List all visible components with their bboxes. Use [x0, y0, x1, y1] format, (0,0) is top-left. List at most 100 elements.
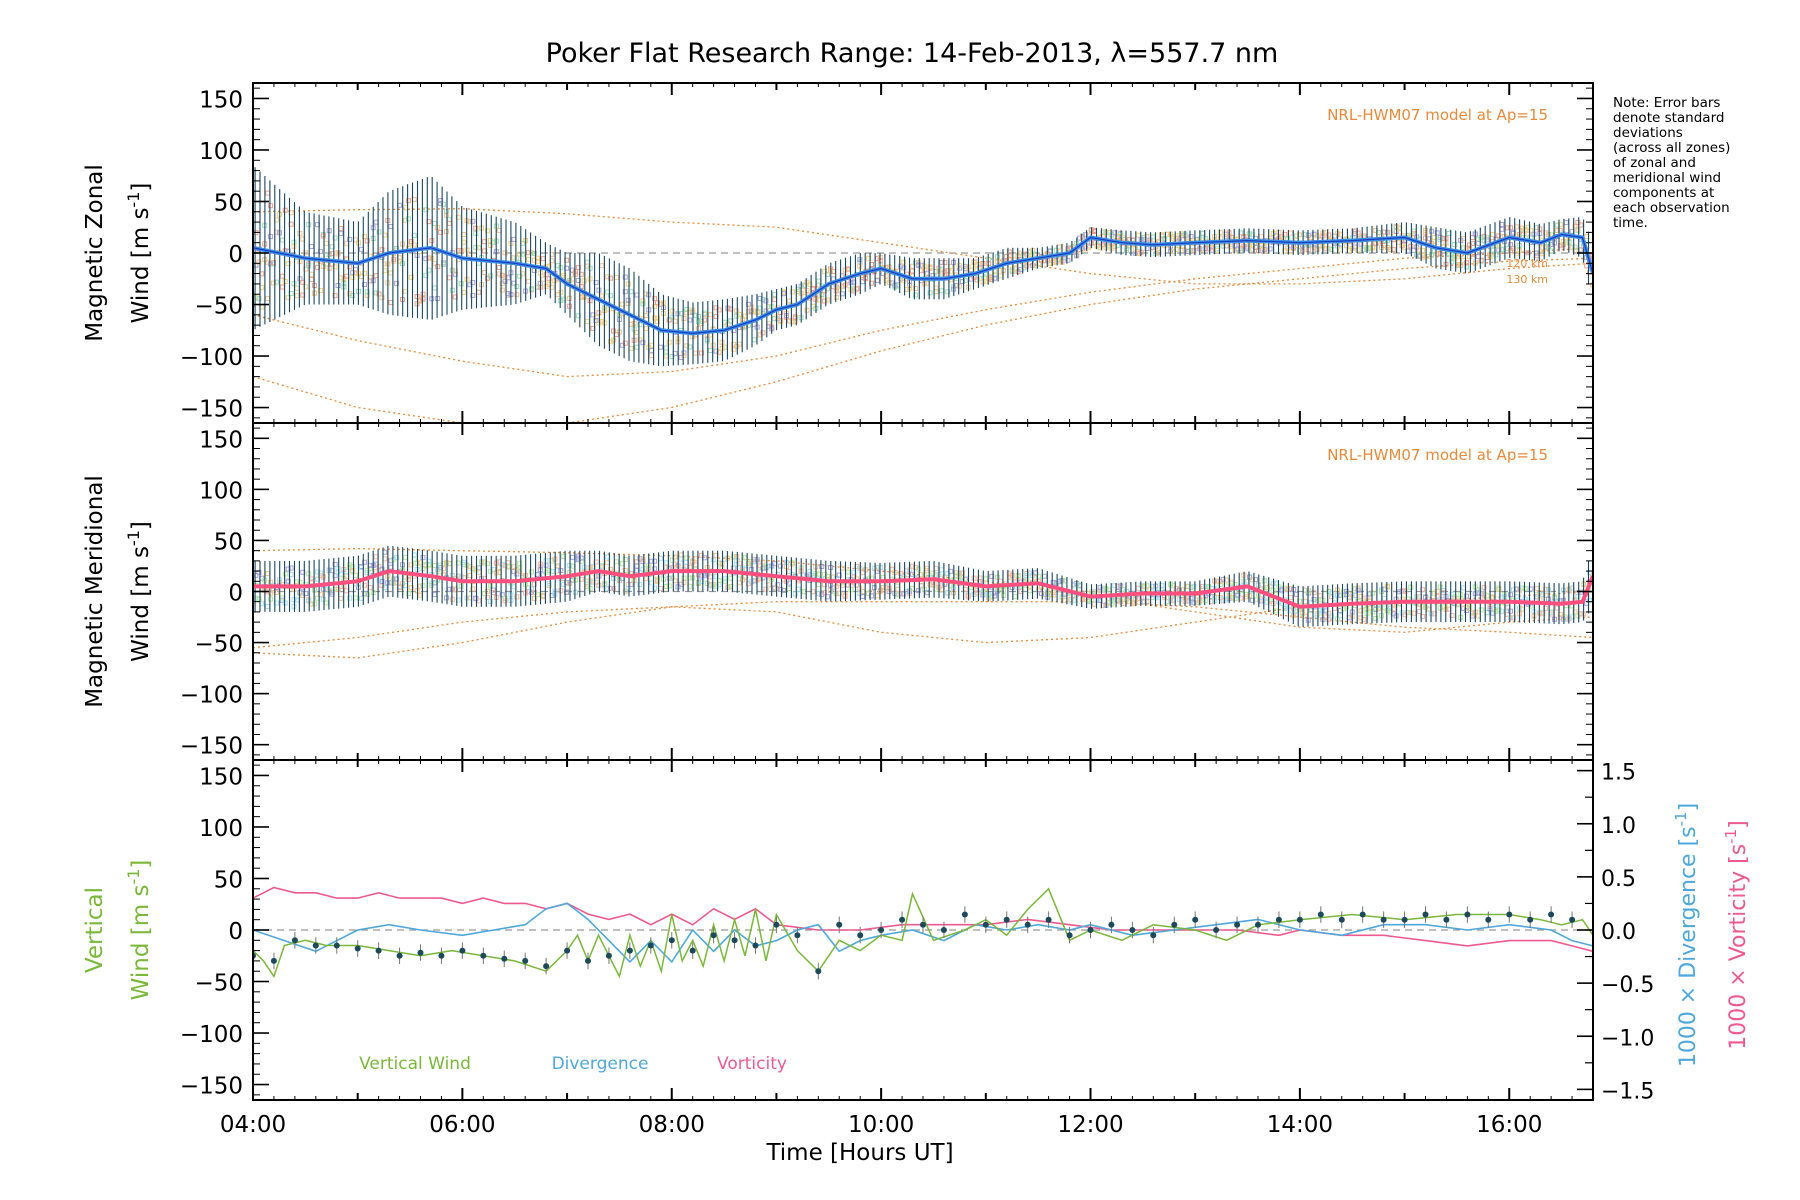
zone-point	[268, 590, 274, 596]
zone-point	[608, 275, 614, 281]
zone-point	[1282, 248, 1288, 254]
zone-point	[1384, 229, 1390, 235]
zone-point	[833, 584, 839, 590]
zone-point	[669, 308, 675, 314]
zone-point	[1496, 585, 1502, 591]
zone-point	[1464, 593, 1469, 599]
zone-point	[1540, 592, 1546, 597]
zone-point	[285, 578, 291, 584]
zone-point	[751, 337, 757, 343]
zone-point	[1176, 597, 1182, 603]
zone-point	[1534, 586, 1540, 592]
zone-point	[930, 582, 936, 588]
zone-point	[435, 225, 441, 231]
zone-point	[681, 316, 687, 321]
zone-point	[652, 585, 658, 591]
data-layer: NRL-HWM07 model at Ap=15 120 km 130 km NRL-…	[253, 106, 1593, 1074]
vertical-wind-point	[1171, 921, 1178, 928]
zone-point	[338, 231, 344, 237]
right-axis-label-vorticity-close: ]	[1726, 820, 1751, 829]
zone-point	[901, 259, 907, 265]
y-tick-label: −150	[180, 397, 243, 423]
zone-point	[499, 561, 505, 567]
zone-point	[458, 248, 464, 254]
zone-point	[1434, 593, 1440, 599]
zone-point	[405, 591, 411, 596]
zone-point	[373, 273, 379, 279]
zone-point	[420, 296, 426, 302]
zone-point	[1173, 236, 1179, 242]
model-altitude-label: 130 km	[1506, 273, 1548, 286]
y-tick-label: −100	[180, 345, 243, 371]
zone-point	[1572, 244, 1578, 250]
y-tick-label: −50	[194, 294, 243, 320]
zone-point	[637, 337, 643, 343]
zone-point	[338, 225, 344, 231]
zone-point	[350, 270, 356, 276]
zone-point	[745, 309, 751, 315]
error-bar-note: Note: Error bars denote standard deviati…	[1613, 96, 1793, 231]
zone-point	[558, 588, 564, 594]
zone-point	[1188, 247, 1194, 253]
y-axis-label-line2: Wind [m s-1]	[124, 521, 154, 662]
zone-point	[734, 561, 740, 567]
y-axis-label-line1: Vertical	[82, 887, 108, 973]
zone-point	[669, 575, 675, 581]
zone-point	[1575, 594, 1581, 599]
x-tick-label: 08:00	[639, 1112, 705, 1138]
zone-point	[487, 242, 493, 248]
zone-point	[379, 295, 385, 301]
vertical-wind-point	[333, 942, 340, 949]
zone-point	[391, 580, 397, 586]
zone-point	[1478, 607, 1484, 613]
vertical-wind-point	[1485, 916, 1492, 923]
zone-point	[499, 592, 505, 598]
divergence-line	[253, 902, 1593, 964]
zone-point	[830, 574, 836, 580]
zone-point	[1373, 606, 1379, 611]
zone-point	[470, 292, 476, 298]
model-label: NRL-HWM07 model at Ap=15	[1327, 446, 1548, 464]
zone-point	[869, 280, 874, 286]
zone-point	[669, 354, 675, 359]
zone-point	[945, 590, 951, 596]
y-axis-label-line2: Wind [m s-1]	[124, 860, 154, 1001]
zone-point	[408, 274, 414, 280]
zone-point	[285, 295, 291, 301]
zone-point	[423, 207, 429, 213]
vertical-wind-point	[1255, 921, 1261, 928]
model-curve	[253, 208, 1593, 285]
zone-point	[927, 264, 933, 270]
zone-point	[455, 573, 461, 579]
zone-point	[1563, 220, 1569, 226]
zone-point	[599, 263, 605, 269]
zone-point	[338, 595, 344, 601]
zone-point	[420, 565, 426, 571]
y-axis-label-line1: Magnetic Meridional	[82, 475, 108, 708]
zone-point	[1587, 597, 1593, 603]
zone-point	[995, 574, 1000, 580]
zone-point	[789, 561, 795, 567]
y-tick-label: −50	[194, 632, 243, 658]
y-axis-label-exponent: -1	[124, 530, 143, 546]
zone-point	[871, 584, 877, 590]
zone-point	[628, 345, 634, 351]
vertical-wind-point	[647, 942, 654, 949]
y-tick-label: −150	[180, 734, 243, 760]
zone-point	[1191, 583, 1197, 589]
zone-point	[669, 557, 675, 563]
zone-point	[529, 586, 534, 592]
zone-point	[1423, 230, 1428, 236]
zone-point	[271, 280, 276, 286]
zone-point	[1112, 230, 1118, 236]
zone-point	[1387, 230, 1393, 236]
zone-point	[681, 350, 687, 356]
zone-point	[942, 260, 948, 265]
zone-point	[1217, 230, 1223, 235]
zone-point	[915, 566, 921, 572]
zone-point	[681, 353, 687, 358]
zone-point	[983, 576, 989, 582]
y-tick-label: 0	[228, 581, 243, 607]
zone-point	[502, 598, 508, 604]
zone-point	[939, 288, 945, 294]
